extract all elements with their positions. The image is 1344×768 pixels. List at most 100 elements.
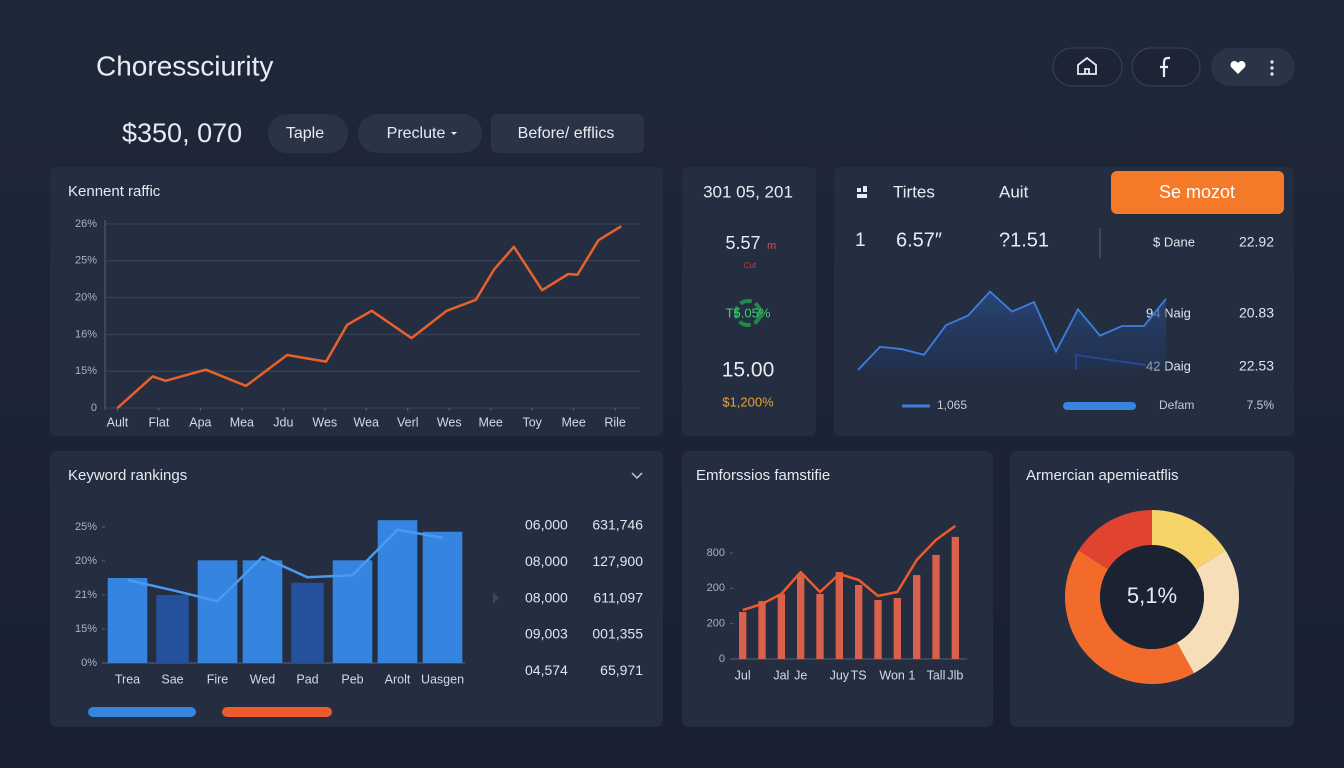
y-tick-label: 0% [81, 657, 97, 669]
chevron[interactable] [631, 472, 643, 480]
bar [932, 554, 940, 659]
facebook-icon [1160, 56, 1170, 77]
bar [422, 531, 463, 663]
panel-title: Armercian apemieatflis [1026, 467, 1179, 484]
stat-percent: $1,200% [722, 394, 774, 409]
app-title: Choressciurity [96, 50, 273, 81]
y-tick-label: 15% [75, 623, 97, 635]
stat-note: Cut [744, 261, 757, 270]
dot [1270, 72, 1274, 76]
x-tick-label: Wes [312, 415, 337, 429]
tab[interactable]: Tirtes [893, 182, 935, 201]
x-tick-label: Wed [250, 672, 276, 686]
bar [738, 611, 747, 659]
bar [816, 593, 824, 659]
row-cell: ?1.51 [999, 229, 1049, 251]
bar [758, 601, 766, 659]
x-tick-label: Jlb [947, 668, 963, 682]
x-tick-label: Sae [161, 672, 183, 686]
panel-title: Emforssios famstifie [696, 467, 830, 484]
bar [242, 560, 283, 663]
home-button[interactable] [1052, 47, 1123, 87]
x-tick-label: Je [794, 668, 807, 682]
y-tick-label: 0 [91, 402, 97, 414]
legend-label: Defam [1159, 398, 1194, 412]
x-tick-label: Mea [230, 415, 254, 429]
x-tick-label: Rile [604, 415, 626, 429]
donut-center-label: 5,1% [1127, 583, 1177, 608]
button[interactable] [358, 114, 482, 153]
bar [197, 560, 238, 663]
row-cell: 6.57″ [896, 229, 942, 251]
arrow [493, 592, 499, 604]
x-tick-label: Jdu [273, 415, 293, 429]
y-tick-label: 25% [75, 255, 97, 267]
x-tick-label: Toy [522, 415, 542, 429]
x-tick-label: Pad [296, 672, 318, 686]
donut-segment [1152, 510, 1226, 570]
area-line [857, 290, 1167, 371]
stat-total: 15.00 [722, 359, 775, 382]
donut-hole [1100, 545, 1204, 649]
bar [107, 578, 148, 663]
panel [50, 167, 663, 436]
y-tick-label: 16% [75, 328, 97, 340]
table-cell: 001,355 [592, 626, 643, 642]
x-tick-label: Uasgen [421, 672, 464, 686]
x-tick-label: Apa [189, 415, 211, 429]
stat-heading: 301 05, 201 [703, 182, 793, 201]
button-label: Preclute [387, 125, 446, 142]
menu-button[interactable] [1211, 48, 1295, 86]
table-cell: 04,574 [525, 662, 568, 678]
area-fill [858, 291, 1166, 370]
bar [377, 520, 418, 663]
x-tick-label: Arolt [385, 672, 411, 686]
x-tick-label: Fire [207, 672, 229, 686]
y-tick-label: 25% [75, 521, 97, 533]
legend-bar [222, 707, 332, 717]
bar [912, 575, 921, 659]
y-tick-label: 21% [75, 589, 97, 601]
x-tick-label: TS [851, 668, 867, 682]
button-label: Before/ efflics [518, 125, 615, 142]
table-cell: 65,971 [600, 662, 643, 678]
x-tick-label: Jal [773, 668, 789, 682]
table-cell: 611,097 [593, 589, 643, 605]
x-tick-label: Verl [397, 415, 419, 429]
y-tick-label: 800 [707, 547, 725, 559]
button[interactable] [491, 114, 644, 153]
tab[interactable]: Auit [999, 182, 1029, 201]
bar [796, 574, 805, 659]
line-series [127, 528, 443, 603]
bar [777, 593, 786, 659]
stat-value: 5.57 [725, 233, 760, 253]
list-value: 22.53 [1239, 358, 1274, 374]
y-tick-label: 0 [719, 653, 725, 665]
x-tick-label: Wes [437, 415, 462, 429]
list-value: 20.83 [1239, 305, 1274, 321]
action-button[interactable] [1111, 171, 1284, 214]
bar [835, 572, 844, 659]
bar [332, 560, 373, 663]
panel-title: Kennent raffic [68, 183, 161, 200]
bar [854, 584, 863, 659]
caret [451, 132, 457, 135]
stat-change: T5.05% [726, 305, 771, 320]
x-tick-label: Tall [927, 668, 946, 682]
button[interactable] [268, 114, 348, 153]
line-series [742, 524, 957, 612]
table-cell: 06,000 [525, 517, 568, 533]
button-label: Taple [286, 125, 324, 142]
heart-icon [1230, 60, 1246, 74]
table-cell: 08,000 [525, 553, 568, 569]
action-label: Se mozot [1159, 182, 1235, 202]
bar [156, 595, 189, 663]
x-tick-label: Won 1 [879, 668, 915, 682]
row-cell: 1 [855, 230, 866, 251]
y-tick-label: 200 [707, 582, 725, 594]
bar [291, 582, 324, 663]
table-cell: 127,900 [592, 553, 643, 569]
table-cell: 09,003 [525, 626, 568, 642]
x-tick-label: Ault [107, 415, 129, 429]
